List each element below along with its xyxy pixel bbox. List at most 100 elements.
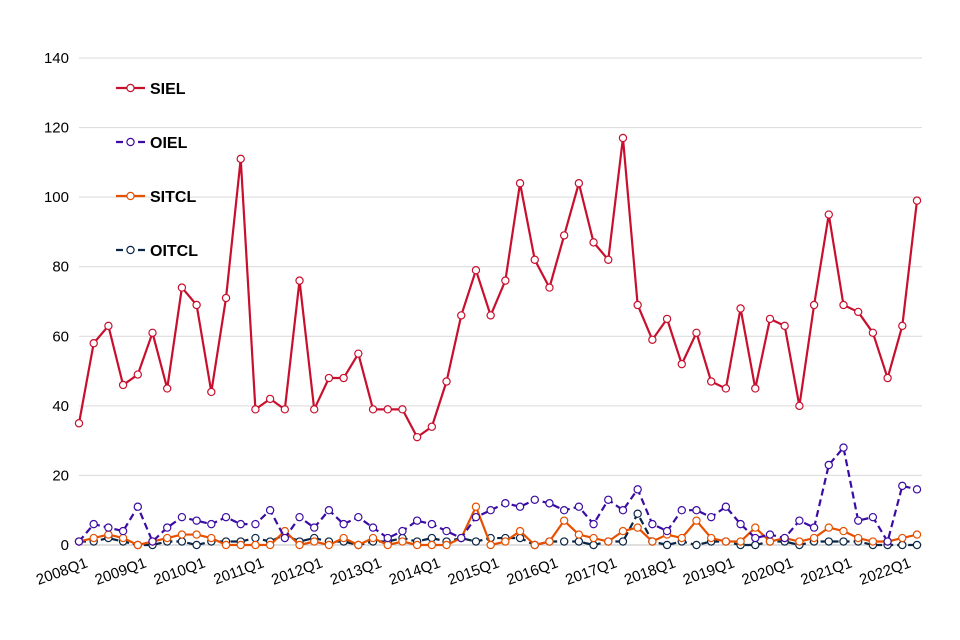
y-axis-tick-labels: 0 20 40 60 80 100 120 140	[44, 50, 69, 554]
data-point	[236, 519, 245, 529]
data-point	[853, 516, 863, 525]
data-point	[354, 349, 363, 358]
data-point	[559, 506, 569, 515]
data-point	[824, 523, 833, 532]
data-point	[207, 533, 216, 543]
data-point	[515, 502, 525, 511]
data-point	[795, 516, 804, 525]
data-point	[662, 526, 672, 536]
data-point	[839, 300, 848, 310]
data-point	[324, 506, 334, 515]
data-point	[824, 210, 833, 219]
data-point	[589, 519, 598, 529]
data-point	[118, 526, 128, 536]
data-point	[883, 373, 892, 383]
data-point	[898, 321, 907, 331]
data-point	[898, 533, 907, 543]
data-point	[310, 523, 319, 532]
data-point	[677, 506, 686, 515]
x-tick-label: 2016Q1	[504, 555, 560, 589]
data-point	[633, 300, 642, 310]
data-point	[207, 519, 216, 529]
data-point	[765, 537, 775, 546]
data-point	[383, 405, 392, 414]
data-point	[824, 460, 833, 470]
legend-label: OIEL	[150, 135, 188, 152]
legend-item-sitcl: SITCL	[116, 189, 196, 206]
legend-label: SITCL	[150, 189, 196, 206]
legend-label: OITCL	[150, 243, 198, 260]
series-line	[78, 505, 918, 547]
data-point	[559, 231, 569, 240]
data-point	[133, 370, 143, 379]
data-point	[751, 533, 760, 543]
y-tick-label: 20	[52, 467, 69, 484]
series-siel	[74, 133, 922, 442]
data-point	[192, 516, 201, 525]
data-point	[574, 502, 584, 511]
data-point	[692, 328, 701, 338]
data-point	[633, 523, 642, 532]
data-point	[809, 300, 819, 310]
data-point	[780, 533, 789, 543]
data-point	[751, 384, 760, 393]
data-point	[559, 537, 569, 546]
data-point	[618, 526, 628, 536]
data-point	[398, 526, 407, 536]
data-point	[89, 533, 98, 543]
data-point	[604, 495, 613, 504]
data-point	[515, 526, 525, 536]
data-point	[295, 276, 304, 285]
x-tick-label: 2012Q1	[269, 555, 325, 589]
data-point	[280, 533, 290, 543]
data-point	[677, 533, 686, 543]
data-point	[177, 530, 187, 539]
data-point	[192, 540, 201, 550]
y-tick-label: 0	[61, 537, 69, 554]
data-point	[545, 283, 554, 292]
legend-marker	[126, 137, 135, 147]
gridlines	[79, 57, 922, 476]
data-point	[427, 540, 437, 550]
data-point	[383, 533, 392, 543]
data-point	[706, 533, 716, 543]
data-point	[589, 540, 598, 550]
data-point	[221, 512, 231, 522]
data-point	[530, 540, 539, 550]
data-point	[545, 537, 554, 546]
data-point	[89, 519, 98, 529]
data-point	[589, 238, 598, 247]
data-point	[486, 540, 495, 550]
x-tick-label: 2009Q1	[93, 555, 149, 589]
data-point	[515, 179, 525, 188]
data-point	[604, 537, 613, 546]
data-point	[589, 533, 598, 543]
data-point	[398, 537, 407, 546]
data-point	[207, 387, 216, 397]
data-point	[368, 523, 378, 532]
data-point	[89, 339, 98, 348]
series-sitcl	[74, 502, 922, 550]
data-point	[662, 314, 672, 324]
data-point	[427, 422, 437, 431]
data-point	[839, 526, 848, 536]
x-tick-label: 2013Q1	[328, 555, 384, 589]
data-point	[912, 485, 922, 494]
x-tick-label: 2021Q1	[798, 555, 854, 589]
data-point	[765, 530, 775, 539]
data-point	[427, 519, 437, 529]
data-point	[471, 512, 481, 522]
data-point	[442, 540, 451, 550]
data-point	[883, 537, 892, 546]
legend-marker	[126, 245, 135, 255]
data-point	[118, 533, 128, 543]
data-point	[692, 516, 701, 525]
data-point	[751, 523, 760, 532]
data-point	[618, 506, 628, 515]
data-point	[795, 401, 804, 411]
data-point	[104, 523, 113, 532]
x-tick-label: 2017Q1	[563, 555, 619, 589]
legend-item-siel: SIEL	[116, 81, 186, 98]
data-point	[706, 512, 716, 522]
data-point	[236, 540, 245, 550]
